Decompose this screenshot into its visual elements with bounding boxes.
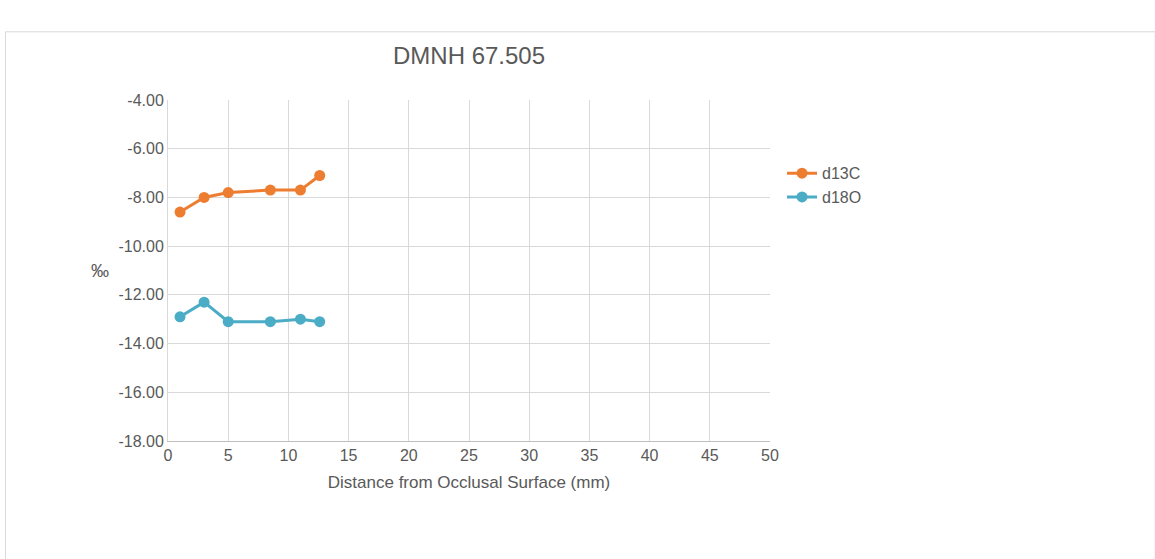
svg-text:20: 20 [400,447,418,464]
svg-text:-6.00: -6.00 [127,140,164,157]
svg-text:Distance from Occlusal Surface: Distance from Occlusal Surface (mm) [328,473,610,492]
svg-text:40: 40 [641,447,659,464]
svg-text:30: 30 [520,447,538,464]
svg-text:35: 35 [581,447,599,464]
svg-text:‰: ‰ [91,261,109,281]
svg-text:-18.00: -18.00 [118,433,163,450]
svg-text:0: 0 [164,447,173,464]
svg-text:-12.00: -12.00 [118,286,163,303]
svg-text:-4.00: -4.00 [127,92,164,109]
svg-text:10: 10 [280,447,298,464]
svg-text:-10.00: -10.00 [118,238,163,255]
svg-text:-8.00: -8.00 [127,189,164,206]
svg-text:d13C: d13C [822,165,860,182]
svg-text:d18O: d18O [822,189,861,206]
svg-text:-16.00: -16.00 [118,384,163,401]
svg-text:DMNH 67.505: DMNH 67.505 [393,42,545,69]
svg-text:45: 45 [701,447,719,464]
svg-text:50: 50 [761,447,779,464]
svg-text:25: 25 [460,447,478,464]
svg-text:5: 5 [224,447,233,464]
svg-text:15: 15 [340,447,358,464]
svg-text:-14.00: -14.00 [118,335,163,352]
